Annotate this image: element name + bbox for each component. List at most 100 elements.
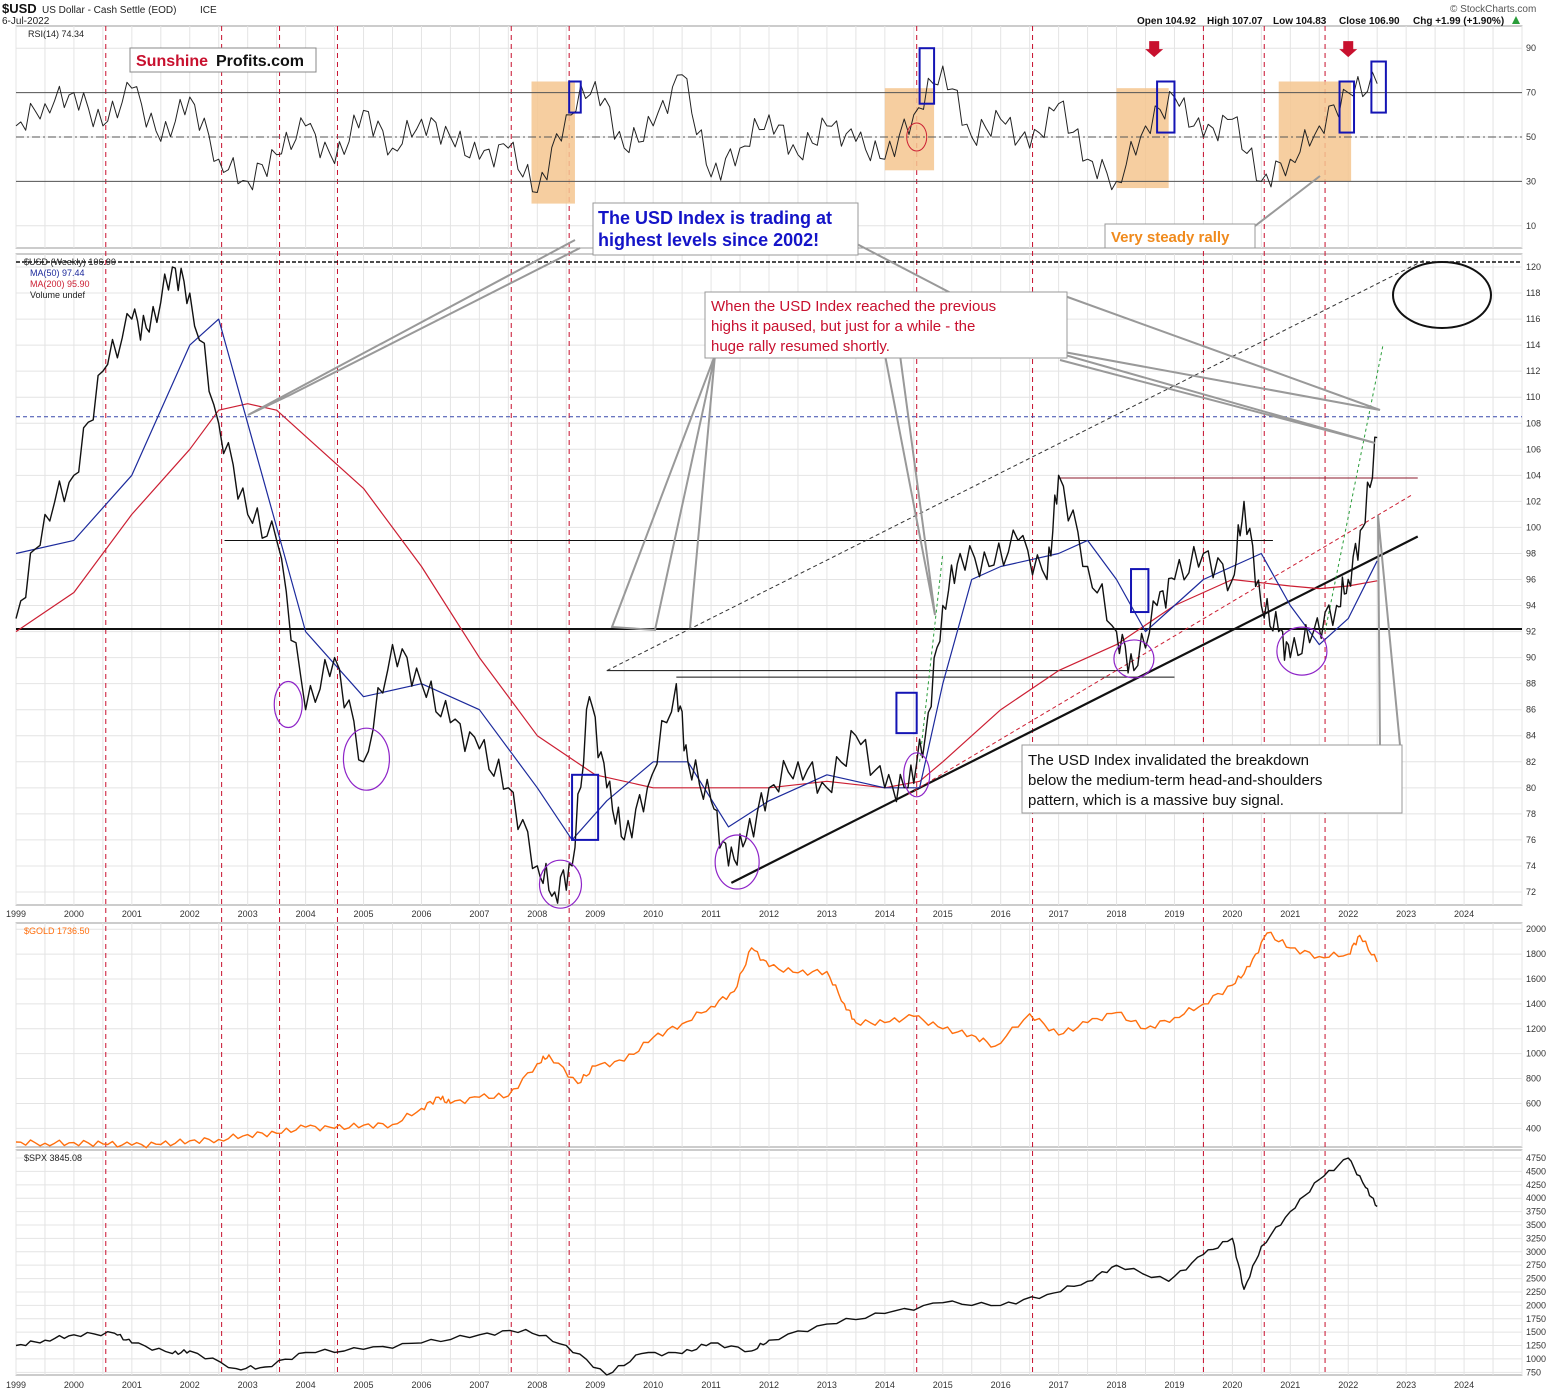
y-tick-label-price: 72: [1526, 887, 1536, 897]
y-tick-label-gold: 600: [1526, 1098, 1541, 1108]
y-tick-label-gold: 400: [1526, 1123, 1541, 1133]
x-tick-label: 2008: [527, 1380, 547, 1390]
x-tick-label: 2004: [296, 909, 316, 919]
y-tick-label-spx: 2250: [1526, 1287, 1546, 1297]
annotation-highest-levels: The USD Index is trading at highest leve…: [247, 202, 1381, 416]
y-tick-label-spx: 3750: [1526, 1207, 1546, 1217]
x-tick-label: 2014: [875, 1380, 895, 1390]
x-tick-label: 2018: [1107, 909, 1127, 919]
price-blue-box: [571, 773, 600, 841]
x-tick-label: 2003: [238, 909, 258, 919]
x-tick-label: 2005: [354, 1380, 374, 1390]
x-tick-label: 2016: [991, 1380, 1011, 1390]
y-tick-label-price: 102: [1526, 496, 1541, 506]
header-low: Low 104.83: [1273, 16, 1327, 27]
rising-support-trendline: [730, 535, 1419, 884]
x-tick-label: 2022: [1338, 1380, 1358, 1390]
y-tick-label-rsi: 10: [1526, 221, 1536, 231]
x-tick-label: 2006: [411, 1380, 431, 1390]
y-tick-label-gold: 2000: [1526, 924, 1546, 934]
y-tick-label-gold: 1400: [1526, 999, 1546, 1009]
x-tick-label: 2013: [817, 909, 837, 919]
x-tick-label: 2015: [933, 909, 953, 919]
ma200-line: [15, 403, 1378, 789]
very-steady-rally-text: Very steady rally: [1111, 229, 1230, 246]
y-tick-label-rsi: 90: [1526, 43, 1536, 53]
header-credit: © StockCharts.com: [1450, 4, 1536, 15]
y-tick-label-gold: 1800: [1526, 949, 1546, 959]
x-tick-label: 2018: [1107, 1380, 1127, 1390]
purple-circle: [1276, 626, 1328, 676]
x-tick-label: 2011: [701, 1380, 720, 1390]
x-tick-label: 2006: [411, 909, 431, 919]
down-arrow-icon: [1339, 41, 1358, 58]
price-legend-volume: Volume undef: [30, 290, 86, 300]
x-tick-label: 2017: [1049, 909, 1069, 919]
x-tick-label: 2024: [1454, 1380, 1474, 1390]
y-tick-label-spx: 2500: [1526, 1274, 1546, 1284]
x-tick-label: 2019: [1164, 1380, 1184, 1390]
y-tick-label-price: 92: [1526, 627, 1536, 637]
x-tick-label: 2004: [296, 1380, 316, 1390]
x-tick-label: 2019: [1164, 909, 1184, 919]
sunshine-profits-logo: Sunshine Profits.com: [129, 47, 317, 73]
x-tick-label: 2016: [991, 909, 1011, 919]
usd-price-line: [15, 266, 1378, 904]
previous-highs-line2: highs it paused, but just for a while - …: [711, 318, 975, 335]
green-dashed-line-2014: [919, 553, 944, 762]
x-tick-label: 2011: [701, 909, 720, 919]
rising-dashed-resistance-line: [606, 260, 1424, 672]
x-tick-label: 2003: [238, 1380, 258, 1390]
green-dashed-line-2022: [1324, 345, 1384, 632]
x-tick-label: 2015: [933, 1380, 953, 1390]
ma50-line: [15, 318, 1378, 841]
axis-ticks: 10 30 50 70 90 72 74 76 78 80 82 84 86 88 90 92 94 96 98 10…: [6, 43, 1546, 1390]
y-tick-label-price: 76: [1526, 835, 1536, 845]
rsi-blue-box: [1338, 80, 1356, 134]
x-tick-label: 2021: [1280, 909, 1300, 919]
rsi-blue-box: [918, 47, 936, 105]
x-tick-label: 2013: [817, 1380, 837, 1390]
y-tick-label-price: 96: [1526, 575, 1536, 585]
y-tick-label-price: 88: [1526, 679, 1536, 689]
x-tick-label: 2012: [759, 1380, 779, 1390]
y-tick-label-price: 106: [1526, 444, 1541, 454]
x-tick-label: 2001: [122, 909, 142, 919]
x-tick-label: 2000: [64, 909, 84, 919]
y-tick-label-rsi: 30: [1526, 176, 1536, 186]
purple-circle: [342, 727, 391, 791]
y-tick-label-spx: 4750: [1526, 1153, 1546, 1163]
header-name: US Dollar - Cash Settle (EOD): [42, 5, 176, 16]
previous-highs-line3: huge rally resumed shortly.: [711, 338, 890, 355]
price-blue-box: [1130, 568, 1150, 614]
purple-circle: [714, 834, 760, 890]
price-legend-ma50: MA(50) 97.44: [30, 268, 85, 278]
y-tick-label-price: 120: [1526, 262, 1541, 272]
x-tick-label: 2008: [527, 909, 547, 919]
price-blue-box: [895, 691, 918, 735]
y-tick-label-spx: 2000: [1526, 1300, 1546, 1310]
down-arrow-icon: [1145, 41, 1164, 58]
y-tick-label-gold: 800: [1526, 1074, 1541, 1084]
rsi-blue-box: [568, 80, 582, 114]
y-tick-label-price: 78: [1526, 809, 1536, 819]
y-tick-label-price: 114: [1526, 340, 1540, 350]
highest-levels-line1: The USD Index is trading at: [598, 208, 832, 228]
rsi-highlight-zone: [884, 88, 935, 171]
x-tick-label: 2002: [180, 909, 200, 919]
y-tick-label-price: 108: [1526, 418, 1541, 428]
x-tick-label: 2024: [1454, 909, 1474, 919]
y-tick-label-price: 80: [1526, 783, 1536, 793]
y-tick-label-gold: 1000: [1526, 1049, 1546, 1059]
x-tick-label: 2009: [585, 1380, 605, 1390]
gold-line: [15, 931, 1378, 1149]
y-tick-label-price: 110: [1526, 392, 1540, 402]
gold-legend: $GOLD 1736.50: [24, 926, 90, 936]
y-tick-label-spx: 2750: [1526, 1260, 1546, 1270]
highlight-shapes: [273, 41, 1492, 909]
x-tick-label: 1999: [6, 1380, 26, 1390]
purple-circle: [1113, 639, 1155, 679]
y-tick-label-price: 90: [1526, 653, 1536, 663]
x-tick-label: 1999: [6, 909, 26, 919]
